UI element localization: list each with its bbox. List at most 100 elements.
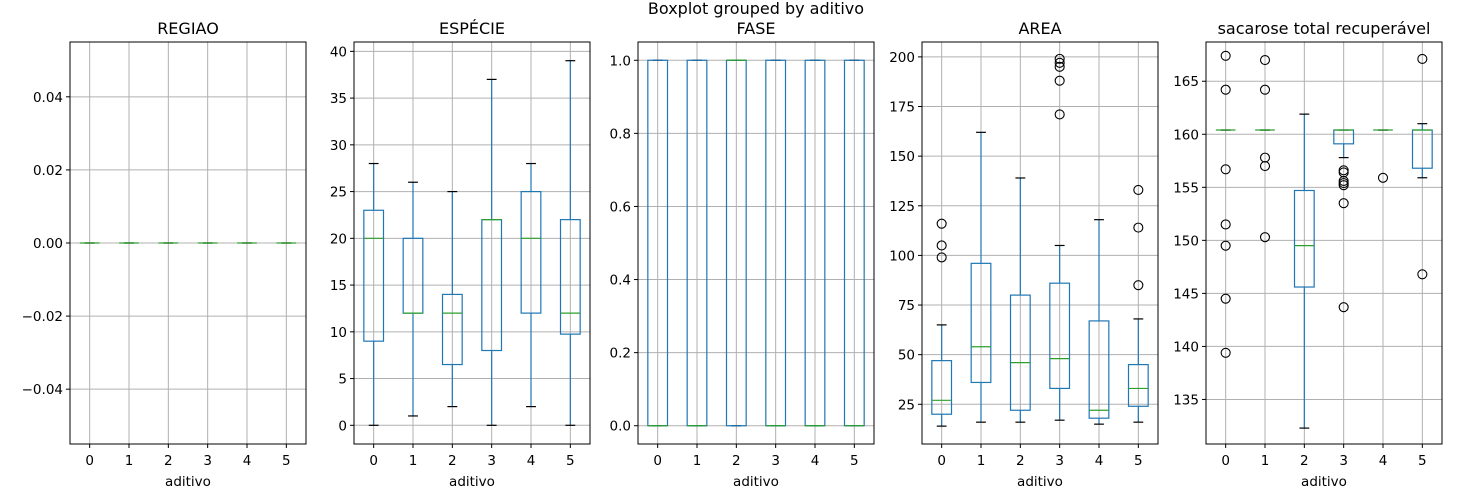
outlier-point [936, 252, 947, 263]
x-tick-label: 3 [1339, 453, 1348, 469]
box-aditivo-5 [559, 60, 581, 426]
outlier-point [1133, 280, 1144, 291]
outlier-point [1338, 302, 1349, 313]
y-tick-label: 0 [338, 418, 347, 434]
chart-panel-1: −0.04 −0.02 0.00 0.02 0.04 0 1 2 3 4 5 REGIAO aditiv… [22, 19, 307, 490]
chart-panel-3: 0.0 0.2 0.4 0.6 0.8 1.0 0 1 2 3 4 5 FASE aditivo [610, 19, 875, 490]
x-tick-label: 5 [850, 453, 859, 469]
figure-suptitle: Boxplot grouped by aditivo [648, 0, 864, 18]
x-tick-label: 0 [1221, 453, 1230, 469]
x-tick-label: 2 [732, 453, 741, 469]
x-tick-label: 1 [977, 453, 986, 469]
outlier-point [1054, 53, 1065, 64]
x-tick-label: 0 [653, 453, 662, 469]
y-tick-label: 155 [1173, 180, 1199, 196]
x-tick-label: 2 [1016, 453, 1025, 469]
outlier-point [1054, 75, 1065, 86]
axes-frame [353, 41, 591, 445]
outlier-point [936, 218, 947, 229]
chart-panel-2: 0 5 10 15 20 25 30 35 40 0 1 2 3 4 5 ESPÉCIE aditivo [330, 19, 591, 490]
iqr-box [520, 190, 542, 314]
x-axis-label: aditivo [165, 474, 211, 490]
y-tick-label: 25 [330, 185, 347, 201]
x-tick-label: 5 [1134, 453, 1143, 469]
outlier-point [1220, 84, 1231, 95]
box-aditivo-3 [481, 78, 503, 426]
outlier-point [1220, 293, 1231, 304]
y-tick-label: 75 [898, 298, 915, 314]
y-tick-label: 0.2 [610, 346, 631, 362]
outlier-point [1338, 198, 1349, 209]
y-tick-label: 5 [338, 372, 347, 388]
box-aditivo-1 [686, 59, 708, 427]
x-tick-label: 4 [1095, 453, 1104, 469]
iqr-box [1009, 294, 1031, 411]
y-tick-label: 150 [1173, 233, 1199, 249]
x-tick-label: 0 [85, 453, 94, 469]
outlier-point [1054, 57, 1065, 68]
y-tick-label: 10 [330, 325, 347, 341]
x-tick-label: 3 [203, 453, 212, 469]
y-tick-label: 0.04 [33, 90, 63, 106]
y-tick-label: 35 [330, 91, 347, 107]
y-tick-label: 25 [898, 397, 915, 413]
box-aditivo-5 [1127, 184, 1149, 423]
x-tick-label: 2 [1300, 453, 1309, 469]
iqr-box [1049, 282, 1071, 390]
y-tick-label: 0.8 [610, 126, 631, 142]
outlier-point [1259, 54, 1271, 66]
box-aditivo-5 [1411, 53, 1433, 280]
y-tick-label: 50 [898, 348, 915, 364]
y-tick-label: 135 [1173, 392, 1199, 408]
axes-frame [921, 41, 1159, 445]
x-tick-label: 1 [693, 453, 702, 469]
axes-frame [637, 41, 875, 445]
box-aditivo-3 [1333, 129, 1355, 313]
outlier-point [1133, 184, 1144, 195]
iqr-box [441, 293, 463, 366]
x-tick-label: 4 [243, 453, 252, 469]
x-tick-label: 2 [164, 453, 173, 469]
axes-frame [1205, 41, 1443, 445]
y-tick-label: 40 [330, 44, 347, 60]
x-tick-label: 1 [125, 453, 134, 469]
box-aditivo-0 [363, 162, 385, 426]
outlier-point [936, 240, 947, 251]
box-aditivo-0 [931, 218, 953, 427]
chart-panel-4: 25 50 75 100 125 150 175 200 0 1 2 3 4 5 AREA aditivo [889, 19, 1159, 490]
y-tick-label: 20 [330, 231, 347, 247]
panel-title: REGIAO [157, 19, 219, 38]
chart-panel-5: 135 140 145 150 155 160 165 0 1 2 3 4 5 sacarose tota… [1173, 19, 1443, 490]
y-tick-label: 0.4 [610, 273, 631, 289]
box-aditivo-2 [1009, 177, 1031, 423]
box-aditivo-1 [402, 181, 424, 417]
y-tick-label: 15 [330, 278, 347, 294]
x-tick-label: 4 [811, 453, 820, 469]
outlier-point [1417, 53, 1428, 65]
y-tick-label: 100 [889, 248, 915, 264]
panel-title: AREA [1018, 19, 1061, 38]
y-tick-label: −0.02 [22, 309, 63, 325]
box-aditivo-2 [1293, 113, 1315, 429]
box-aditivo-4 [804, 59, 826, 427]
outlier-point [1377, 172, 1389, 183]
y-tick-label: 200 [889, 50, 915, 66]
x-tick-label: 3 [1055, 453, 1064, 469]
y-tick-label: 0.02 [33, 163, 63, 179]
y-tick-label: 175 [889, 100, 915, 116]
iqr-box [559, 219, 581, 335]
x-tick-label: 3 [487, 453, 496, 469]
box-aditivo-5 [843, 59, 865, 427]
outlier-point [1054, 109, 1065, 120]
outlier-point [1259, 84, 1271, 95]
y-tick-label: 145 [1173, 286, 1199, 302]
y-tick-label: 1.0 [610, 53, 631, 69]
x-axis-label: aditivo [1017, 474, 1063, 490]
outlier-point [1259, 152, 1271, 163]
outlier-point [1220, 219, 1231, 230]
outlier-point [1220, 347, 1231, 358]
x-tick-label: 4 [1379, 453, 1388, 469]
box-aditivo-4 [1373, 129, 1393, 183]
box-aditivo-3 [1049, 53, 1071, 421]
box-aditivo-2 [725, 59, 747, 427]
